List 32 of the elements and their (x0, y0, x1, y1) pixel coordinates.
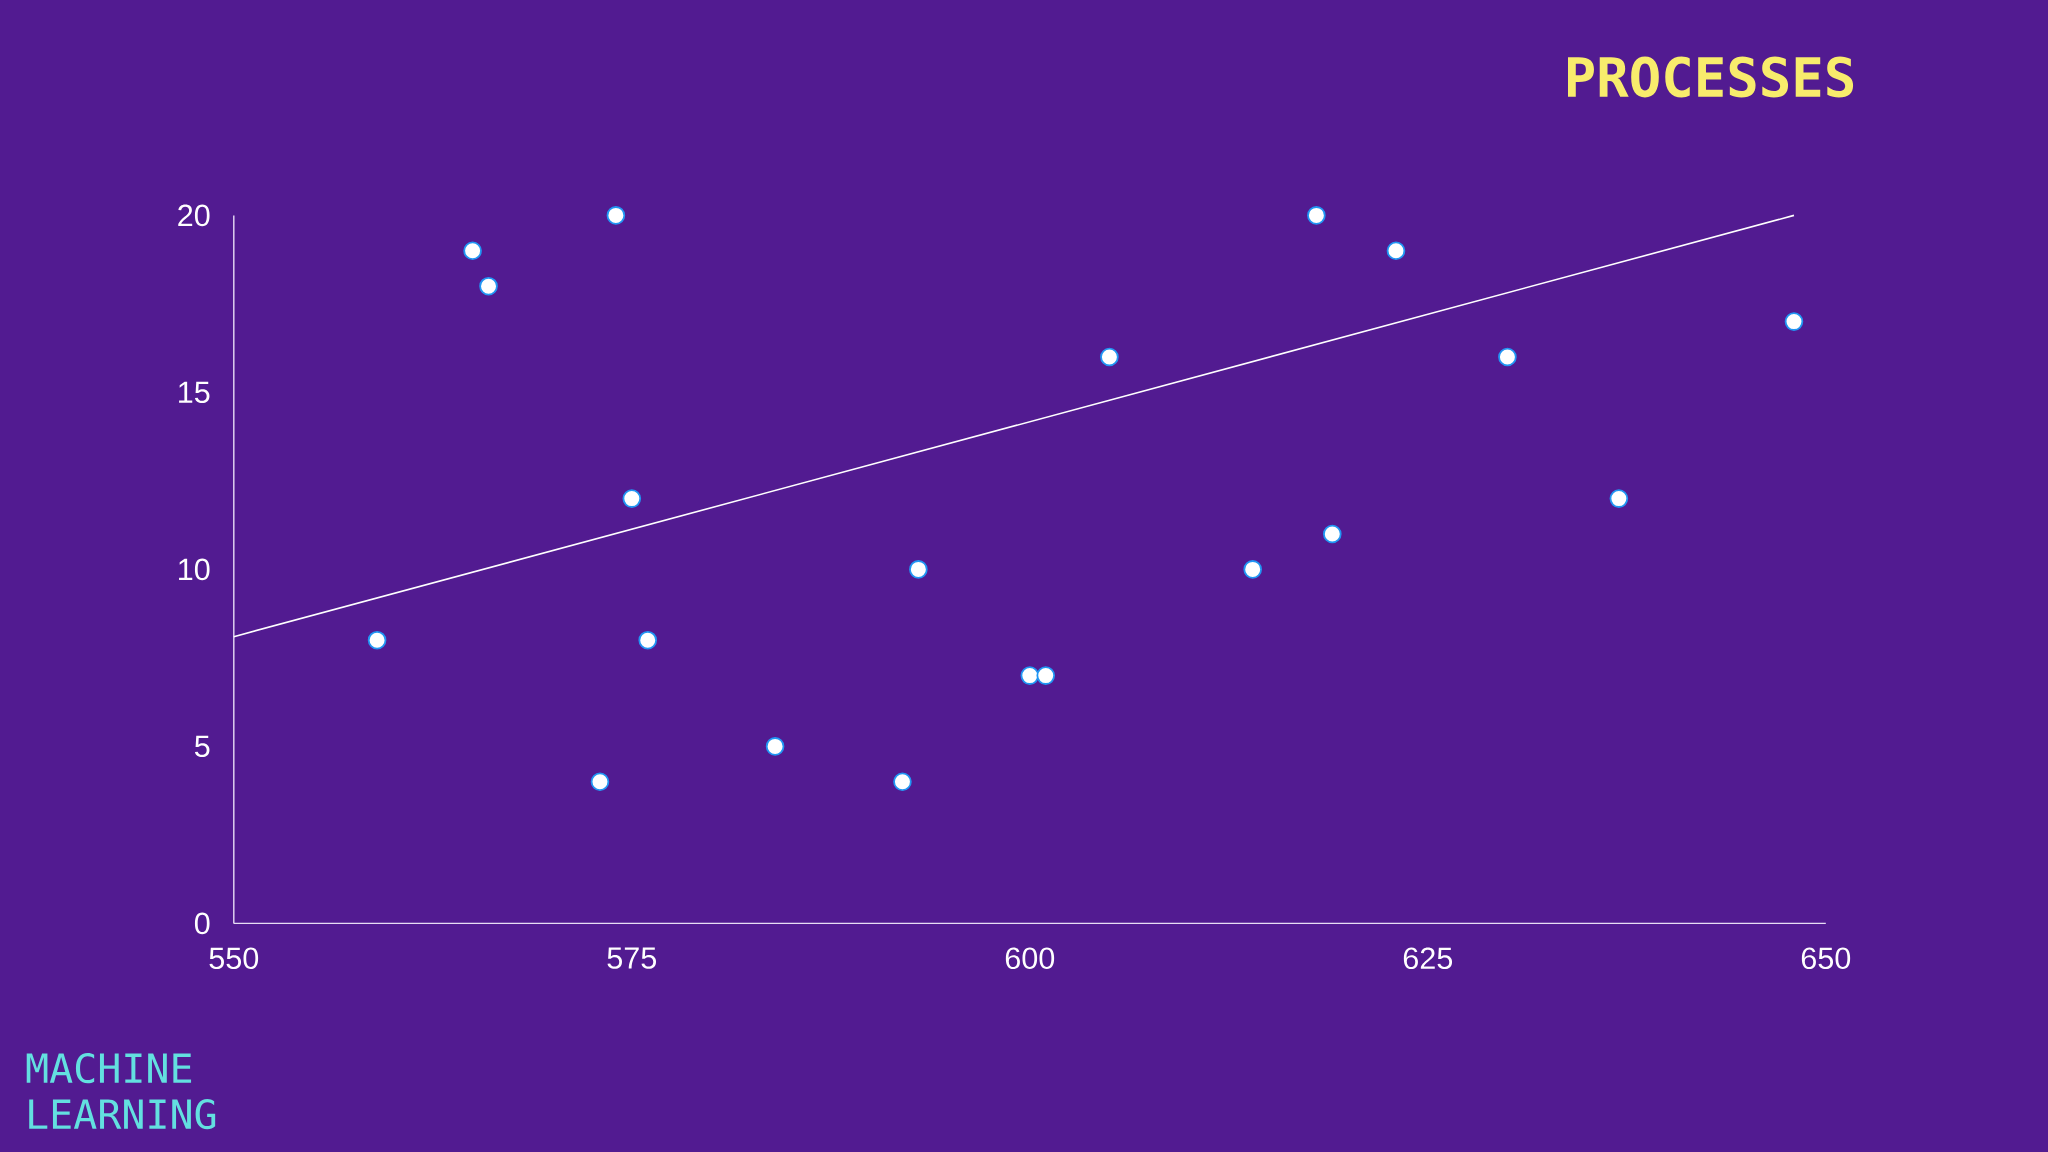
point (1243, 560, 1262, 579)
point (1323, 524, 1342, 544)
text: MACHINE LEARNING (26, 1053, 216, 1130)
y-tick-label: 15 (179, 381, 210, 404)
point (1307, 206, 1326, 225)
point (909, 560, 928, 579)
point (367, 630, 387, 650)
x-tick-label: 600 (1005, 947, 1055, 970)
y-tick-label: 5 (194, 735, 210, 758)
x-tick-label: 575 (607, 947, 657, 969)
point (1609, 489, 1629, 508)
x-tick-label: 650 (1801, 947, 1851, 970)
point (1498, 347, 1517, 367)
y-tick-label: 0 (194, 912, 210, 935)
point (1020, 666, 1040, 685)
point (1036, 666, 1056, 685)
point (1386, 241, 1406, 261)
point (765, 737, 785, 756)
point (590, 772, 610, 792)
y-tick-label: 10 (179, 558, 210, 581)
point (622, 489, 642, 508)
point (463, 241, 482, 261)
point (638, 630, 658, 650)
point (1784, 312, 1804, 331)
x-tick-label: 550 (209, 947, 259, 970)
point (1100, 347, 1119, 367)
point (479, 276, 498, 296)
x-tick-label: 625 (1403, 947, 1453, 970)
point (606, 206, 626, 225)
point (893, 772, 912, 792)
y-tick-label: 20 (178, 204, 210, 227)
text: PROCESSES (1568, 56, 1854, 98)
